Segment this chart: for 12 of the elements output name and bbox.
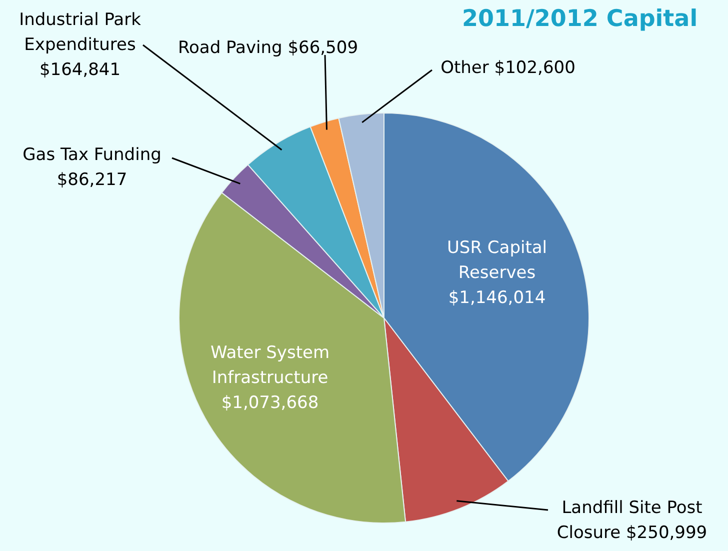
slice-label: Landfill Site Post Closure $250,999 bbox=[556, 498, 708, 543]
chart-title: 2011/2012 Capital bbox=[462, 6, 698, 32]
data-label: $1,073,668 bbox=[221, 393, 319, 413]
slice-label: Gas Tax Funding bbox=[22, 145, 162, 165]
data-label: $1,146,014 bbox=[448, 288, 546, 308]
slice-label: Other $102,600 bbox=[440, 58, 576, 78]
slice-label: Road Paving $66,509 bbox=[178, 38, 358, 58]
slice-label: Industrial Park Expenditures bbox=[19, 10, 142, 55]
data-label: $86,217 bbox=[56, 170, 128, 190]
data-label: $164,841 bbox=[39, 60, 121, 80]
slice-label: Water System Infrastructure bbox=[210, 343, 330, 388]
slice-label: USR Capital Reserves bbox=[446, 238, 548, 283]
